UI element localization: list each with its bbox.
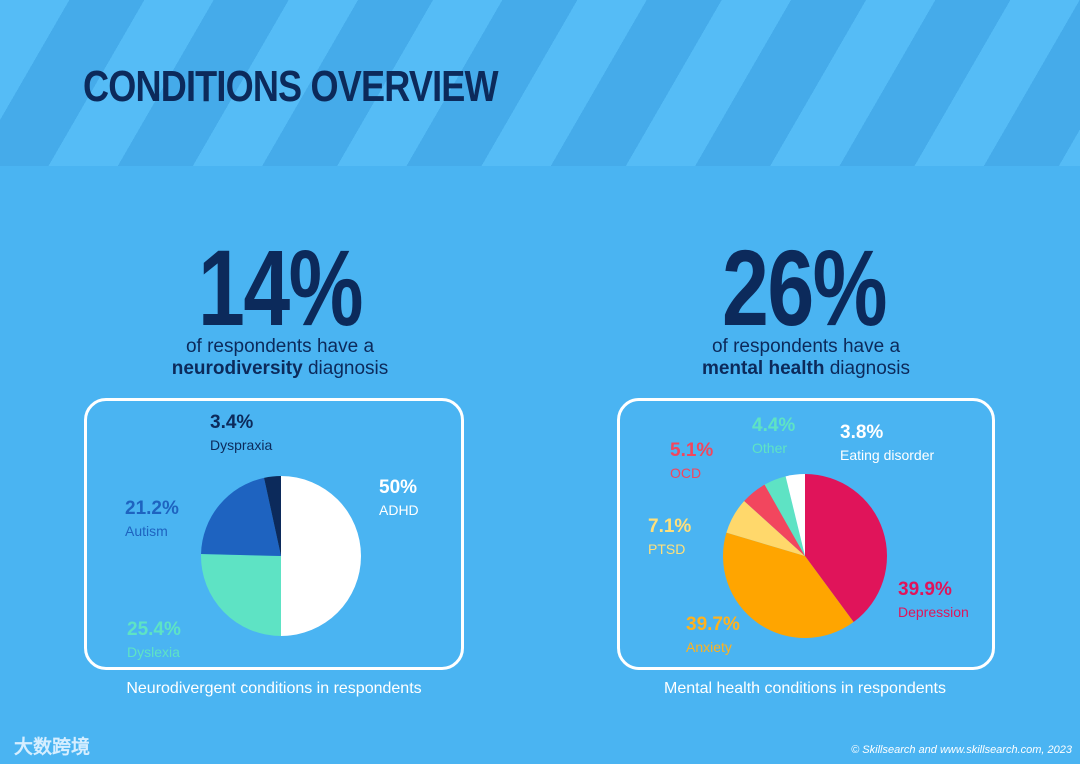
pie-value-label-autism: 21.2% — [125, 498, 179, 519]
mental-health-stat: 26% — [722, 227, 887, 348]
pie-category-label-ocd: OCD — [670, 465, 701, 481]
neurodivergent-chart-panel: 50% ADHD 25.4% Dyslexia 21.2% Autism 3.4% Dyspr… — [84, 398, 464, 670]
pie-value-label-dyspraxia: 3.4% — [210, 412, 253, 433]
pie-slice-ptsd — [726, 501, 805, 556]
neurodiversity-desc-bold: neurodiversity — [171, 358, 303, 379]
neurodivergent-chart-caption: Neurodivergent conditions in respondents — [126, 680, 422, 697]
pie-value-label-anxiety: 39.7% — [686, 614, 740, 635]
pie-value-label-ocd: 5.1% — [670, 440, 713, 461]
pie-category-label-adhd: ADHD — [379, 502, 419, 518]
neurodiversity-desc-rest: diagnosis — [302, 358, 389, 379]
mental-health-chart-caption: Mental health conditions in respondents — [664, 680, 946, 697]
footer-logo: 大数跨境 — [14, 737, 91, 758]
pie-slice-autism — [201, 477, 281, 556]
neurodiversity-desc-line2: neurodiversity diagnosis — [70, 358, 490, 380]
pie-category-label-ptsd: PTSD — [648, 541, 685, 557]
neurodiversity-stat: 14% — [198, 227, 363, 348]
pie-slice-anxiety — [723, 532, 854, 638]
mental-health-pie-chart: 39.9% Depression 39.7% Anxiety 7.1% PTSD 5.1% O… — [648, 415, 969, 655]
mental-health-desc-bold: mental health — [701, 358, 825, 379]
pie-category-label-depression: Depression — [898, 604, 969, 620]
pie-category-label-other: Other — [752, 440, 787, 456]
pie-value-label-eating-disorder: 3.8% — [840, 422, 883, 443]
pie-value-label-dyslexia: 25.4% — [127, 619, 181, 640]
pie-slice-dyslexia — [201, 553, 281, 636]
pie-slice-dyspraxia — [264, 476, 281, 556]
header-banner — [0, 0, 1080, 166]
neurodiversity-desc-line1: of respondents have a — [185, 336, 375, 357]
pie-category-label-eating-disorder: Eating disorder — [840, 447, 935, 463]
pie-slice-other — [764, 476, 805, 556]
copyright-text: © Skillsearch and www.skillsearch.com, 2… — [851, 744, 1072, 756]
page-title: CONDITIONS OVERVIEW — [83, 62, 499, 111]
pie-category-label-anxiety: Anxiety — [686, 639, 732, 655]
mental-health-description: of respondents have a mental health diag… — [596, 336, 1016, 380]
pie-slice-eating-disorder — [785, 474, 805, 556]
mental-health-desc-line2: mental health diagnosis — [596, 358, 1016, 380]
pie-value-label-ptsd: 7.1% — [648, 516, 691, 537]
pie-slice-depression — [805, 474, 887, 623]
pie-value-label-depression: 39.9% — [898, 579, 952, 600]
pie-slice-adhd — [281, 476, 361, 636]
pie-value-label-other: 4.4% — [752, 415, 795, 436]
neurodivergent-pie-chart: 50% ADHD 25.4% Dyslexia 21.2% Autism 3.4% Dyspr… — [125, 412, 419, 660]
mental-health-desc-line1: of respondents have a — [711, 336, 901, 357]
pie-category-label-autism: Autism — [125, 523, 168, 539]
pie-category-label-dyslexia: Dyslexia — [127, 644, 180, 660]
pie-slice-ocd — [744, 484, 805, 556]
pie-value-label-adhd: 50% — [379, 477, 417, 498]
neurodiversity-description: of respondents have a neurodiversity dia… — [70, 336, 490, 380]
mental-health-desc-rest: diagnosis — [824, 358, 911, 379]
mental-health-chart-panel: 39.9% Depression 39.7% Anxiety 7.1% PTSD 5.1% O… — [617, 398, 995, 670]
pie-category-label-dyspraxia: Dyspraxia — [210, 437, 272, 453]
